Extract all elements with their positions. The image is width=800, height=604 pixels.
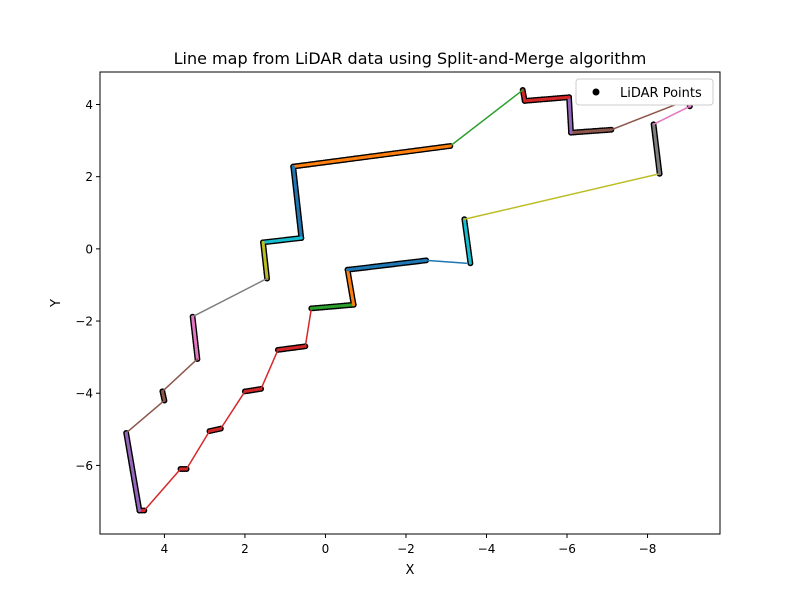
line-segment-1	[143, 468, 182, 512]
line-segment-30	[191, 315, 199, 361]
line-segment-29	[191, 277, 268, 318]
segments-layer	[124, 88, 692, 513]
line-segment-3	[185, 430, 211, 470]
y-tick-label: 2	[85, 170, 93, 184]
line-segment-14	[462, 217, 472, 265]
line-segment-34	[124, 431, 141, 513]
x-tick-label: 4	[161, 542, 169, 556]
y-axis-label: Y	[49, 299, 64, 308]
x-tick-label: −8	[639, 542, 657, 556]
line-segment-16	[652, 122, 662, 176]
line-segment-15	[463, 173, 661, 221]
y-tick-label: −2	[75, 315, 93, 329]
y-tick-label: −4	[75, 387, 93, 401]
line-segment-28	[261, 240, 269, 280]
line-segment-20	[569, 128, 613, 135]
x-tick-label: −2	[397, 542, 415, 556]
line-segment-12	[346, 258, 428, 272]
plot-area	[123, 87, 693, 514]
x-axis-ticks: 4 2 0 −2 −4 −6 −8	[161, 534, 657, 556]
x-tick-label: −6	[558, 542, 576, 556]
line-segment-9	[304, 307, 313, 348]
line-segment-21	[567, 95, 573, 135]
line-segment-4	[208, 427, 223, 433]
line-segment-8	[276, 344, 307, 352]
legend-label-lidar-points: LiDAR Points	[620, 86, 702, 101]
x-tick-label: 0	[322, 542, 330, 556]
line-segment-11	[346, 268, 356, 307]
axes-frame	[99, 71, 721, 535]
line-segment-6	[243, 387, 263, 393]
y-tick-label: 0	[85, 242, 93, 256]
legend-marker-lidar-points	[592, 88, 600, 96]
line-segment-33	[125, 399, 166, 434]
line-segment-26	[291, 165, 303, 240]
y-axis-ticks: −6 −4 −2 0 2 4	[75, 98, 100, 473]
line-segment-5	[220, 390, 246, 430]
line-segment-32	[160, 389, 166, 402]
chart-title: Line map from LiDAR data using Split-and…	[174, 49, 647, 68]
line-segment-25	[291, 144, 452, 169]
legend-box	[575, 78, 714, 106]
x-tick-label: −4	[478, 542, 496, 556]
line-segment-7	[260, 349, 279, 390]
line-segment-13	[425, 259, 468, 265]
line-segment-10	[309, 303, 356, 310]
line-segment-23	[521, 88, 527, 103]
y-tick-label: 4	[85, 98, 93, 112]
line-segment-31	[161, 358, 199, 393]
line-segment-17	[652, 105, 691, 126]
line-segment-27	[261, 236, 303, 244]
legend: LiDAR Points	[575, 78, 714, 106]
x-axis-label: X	[406, 563, 415, 578]
y-tick-label: −6	[75, 459, 93, 473]
line-segment-24	[449, 89, 524, 147]
x-tick-label: 2	[241, 542, 249, 556]
line-segment-22	[523, 95, 571, 103]
